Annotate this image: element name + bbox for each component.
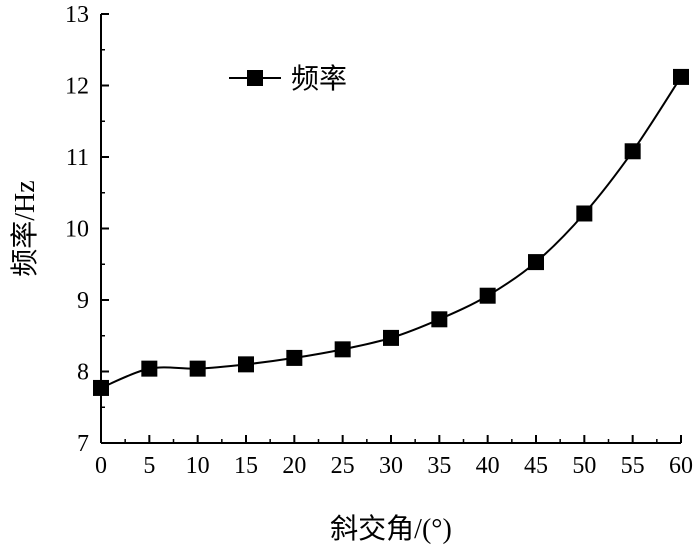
y-tick-label: 11	[66, 145, 89, 171]
axes	[100, 14, 681, 444]
x-tick-label: 30	[379, 453, 403, 479]
data-point-marker	[93, 379, 109, 396]
series-layer	[93, 68, 689, 396]
data-point-marker	[189, 360, 206, 377]
x-tick-label: 10	[186, 453, 210, 479]
y-axis-label: 频率/Hz	[9, 180, 41, 276]
y-tick-label: 8	[77, 360, 89, 386]
legend-marker	[247, 70, 263, 86]
legend-label: 频率	[291, 63, 347, 95]
x-tick-label: 0	[95, 453, 107, 479]
data-point-marker	[286, 349, 303, 366]
x-tick-label: 25	[331, 453, 355, 479]
x-tick-label: 60	[669, 453, 693, 479]
data-point-marker	[383, 329, 399, 346]
y-tick-label: 9	[77, 288, 89, 314]
data-point-marker	[238, 356, 254, 373]
data-point-marker	[479, 287, 496, 304]
data-point-marker	[624, 143, 641, 160]
x-tick-label: 40	[476, 453, 500, 479]
y-tick-label: 13	[65, 2, 89, 28]
y-tick-label: 7	[77, 431, 89, 457]
x-tick-label: 50	[572, 453, 596, 479]
x-tick-label: 45	[524, 453, 548, 479]
x-tick-label: 55	[621, 453, 645, 479]
ticks: 0 5 10 15 20 25 30 35 40 45 50 55 60 7 8 9 10 11 12 13	[65, 2, 693, 479]
data-point-marker	[673, 68, 689, 85]
data-point-marker	[576, 205, 593, 222]
data-point-marker	[528, 254, 544, 271]
x-tick-label: 15	[234, 453, 258, 479]
x-tick-label: 5	[143, 453, 155, 479]
x-tick-label: 35	[427, 453, 451, 479]
y-tick-label: 10	[65, 217, 89, 243]
x-axis-label: 斜交角/(°)	[330, 513, 452, 545]
x-tick-label: 20	[282, 453, 306, 479]
legend: 频率	[229, 63, 347, 95]
data-point-marker	[334, 341, 351, 358]
data-point-marker	[431, 311, 448, 328]
y-tick-label: 12	[65, 74, 89, 100]
data-point-marker	[141, 360, 158, 377]
